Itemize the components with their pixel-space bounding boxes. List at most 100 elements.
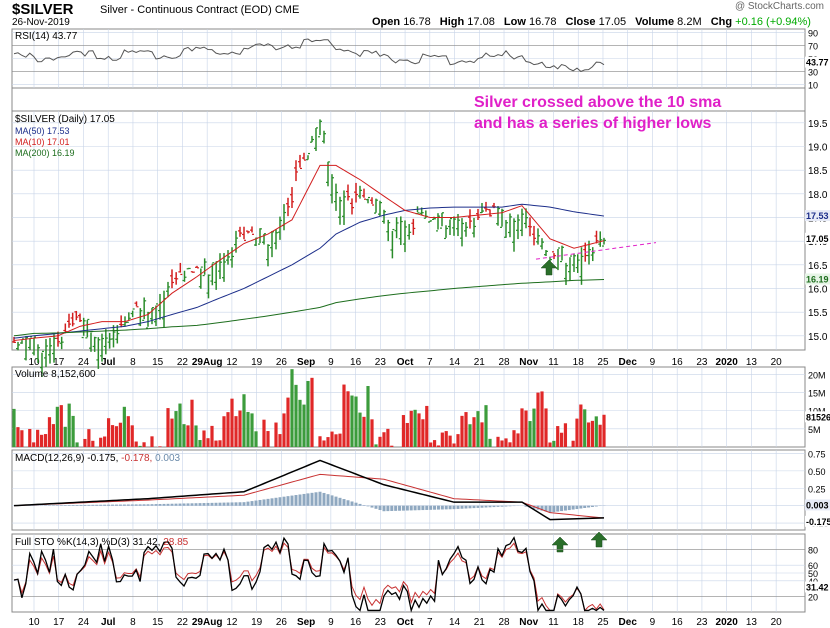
macd-hist-bar: [194, 503, 198, 506]
macd-hist-bar: [444, 505, 448, 510]
watermark: @ StockCharts.com: [734, 1, 824, 12]
macd-hist-bar: [250, 501, 254, 506]
x-tick-label: Jul: [101, 357, 116, 368]
macd-hist-bar: [326, 494, 330, 506]
x-tick-label: 25: [597, 617, 609, 628]
x-tick-label: Sep: [297, 357, 315, 368]
volume-bar: [71, 415, 75, 447]
macd-hist-bar: [242, 502, 246, 506]
panel-frame: [11, 449, 806, 531]
volume-bar: [488, 438, 492, 447]
macd-hist-bar: [409, 505, 413, 511]
x-tick-label: 29Aug: [192, 357, 223, 368]
x-tick-label: 23: [696, 357, 708, 368]
macd-hist-bar: [460, 505, 464, 509]
macd-hist-bar: [79, 504, 83, 506]
x-tick-label: 28: [498, 617, 510, 628]
x-tick-label: 17: [53, 617, 65, 628]
macd-hist-bar: [95, 504, 99, 506]
volume-bar: [602, 414, 606, 447]
x-tick-label: 14: [449, 617, 461, 628]
volume-bar: [282, 413, 286, 447]
macd-hist-bar: [238, 502, 242, 506]
volume-bar: [409, 410, 413, 447]
ma50-line: [13, 203, 605, 339]
volume-bar: [103, 436, 107, 447]
macd-hist-bar: [524, 505, 528, 507]
volume-bar: [512, 430, 516, 447]
macd-hist-bar: [174, 503, 178, 506]
volume-bar: [440, 432, 444, 447]
x-tick-label: 22: [177, 617, 189, 628]
volume-bar: [99, 437, 103, 447]
legend-ma10: MA(10) 17.01: [15, 137, 70, 147]
macd-hist-bar: [401, 505, 405, 511]
macd-hist-bar: [298, 494, 302, 506]
macd-hist-bar: [452, 505, 456, 510]
volume-bar: [210, 425, 214, 447]
tag-close-bg: [805, 232, 830, 244]
x-tick-label: 19: [251, 357, 263, 368]
tag-rsi-bg: [805, 56, 830, 68]
macd-hist-bar: [433, 505, 437, 510]
tag-ma200-bg: [805, 273, 830, 285]
macd-hist-bar: [492, 505, 496, 508]
volume-bar: [266, 431, 270, 447]
macd-hist-bar: [306, 493, 310, 506]
up-arrow-icon: [590, 531, 608, 548]
x-tick-label: 12: [226, 357, 238, 368]
volume-bar: [126, 416, 130, 447]
volume-bar: [16, 427, 20, 447]
volume-bar: [298, 399, 302, 447]
x-tick-label: 17: [53, 357, 65, 368]
macd-hist-bar: [342, 499, 346, 506]
y-tick-label: 16.5: [808, 261, 828, 272]
volume-bar: [326, 437, 330, 447]
macd-hist-bar: [544, 505, 548, 512]
volume-bar: [122, 406, 126, 447]
x-tick-label: 29Aug: [192, 617, 223, 628]
volume-bar: [342, 384, 346, 447]
volume-bar: [516, 433, 520, 447]
volume-bar: [484, 405, 488, 447]
volume-bar: [214, 440, 218, 447]
panel-frame: [11, 87, 806, 112]
x-tick-label: 9: [650, 357, 656, 368]
tag-ma200: 16.19: [806, 274, 829, 284]
macd-hist-bar: [594, 505, 598, 507]
y-tick-label: 15M: [808, 388, 826, 398]
macd-hist-bar: [476, 505, 480, 508]
macd-signal-line: [13, 473, 605, 519]
volume-bar: [436, 445, 441, 447]
macd-hist-bar: [75, 504, 79, 506]
volume-bar: [496, 436, 500, 447]
volume-bar: [246, 411, 250, 447]
volume-bar: [468, 424, 472, 447]
x-tick-label: Oct: [397, 617, 414, 628]
x-tick-label: 7: [427, 357, 433, 368]
macd-hist-bar: [472, 505, 476, 509]
macd-hist-bar: [429, 505, 433, 510]
volume-bar: [429, 442, 433, 447]
rsi-legend: RSI(14) 43.77: [15, 31, 78, 42]
volume-bar: [322, 440, 326, 447]
y-tick-label: 60: [808, 561, 818, 571]
volume-bar: [544, 408, 548, 447]
volume-bar: [370, 419, 374, 447]
macd-hist-bar: [346, 500, 350, 506]
macd-hist-bar: [417, 505, 421, 511]
macd-hist-bar: [560, 505, 564, 512]
x-tick-label: Sep: [297, 617, 315, 628]
x-tick-label: 11: [548, 357, 559, 368]
volume-bar: [536, 392, 540, 447]
volume-bar: [382, 432, 386, 447]
volume-bar: [448, 435, 452, 447]
volume-bar: [508, 442, 512, 447]
volume-bar: [206, 438, 210, 447]
volume-bar: [401, 415, 406, 447]
volume-bar: [20, 430, 24, 447]
x-tick-label: 2020: [716, 357, 739, 368]
macd-hist-bar: [488, 505, 492, 508]
volume-bar: [346, 391, 350, 447]
